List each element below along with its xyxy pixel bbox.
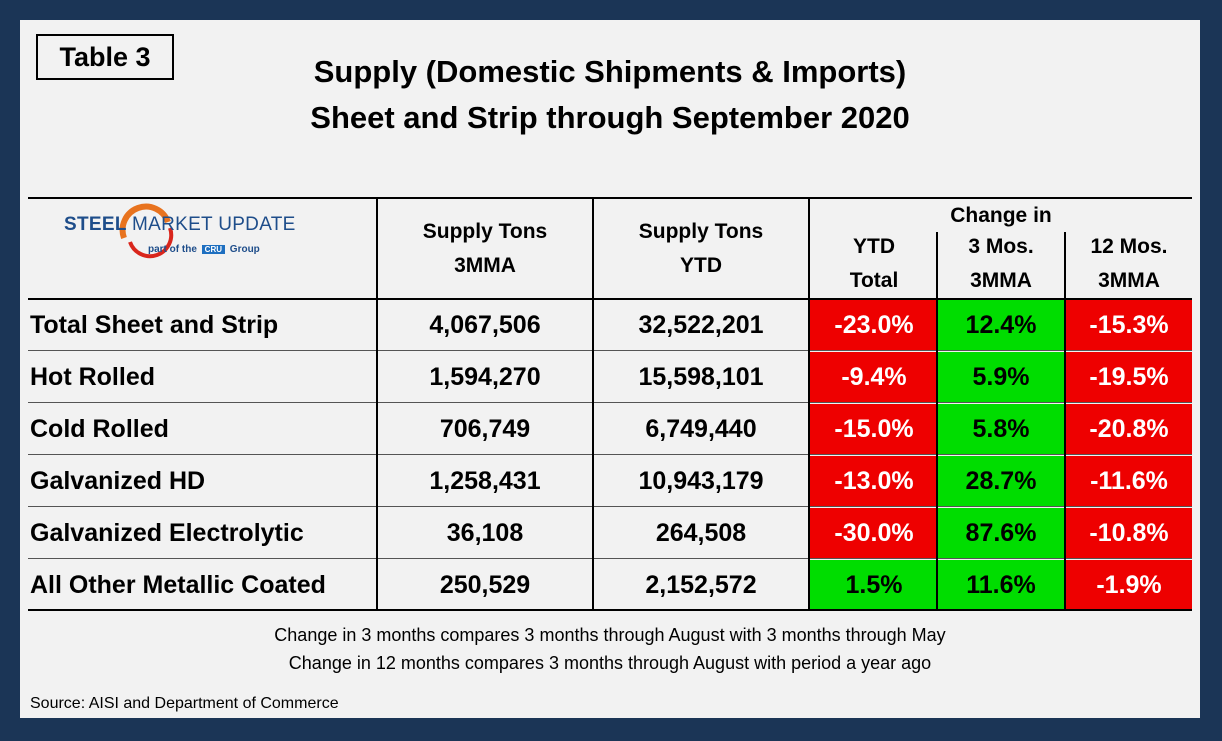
logo-sub-suffix: Group: [229, 244, 260, 255]
header-supply-3mma-line1: Supply Tons: [422, 220, 548, 243]
cell-chg-3mos: 87.6%: [938, 508, 1064, 558]
cell-tons-3mma: 4,067,506: [429, 310, 541, 339]
cell-tons-3mma: 1,594,270: [429, 362, 541, 391]
header-change-in: Change in: [810, 200, 1192, 232]
header-12mos: 12 Mos. 3MMA: [1066, 230, 1192, 298]
table-frame: Table 3 Supply (Domestic Shipments & Imp…: [20, 20, 1200, 718]
header-supply-3mma: Supply Tons 3MMA: [378, 200, 592, 298]
header-12mos-line1: 12 Mos.: [1090, 235, 1168, 258]
cell-chg-12mos: -20.8%: [1066, 404, 1192, 454]
row-label: Total Sheet and Strip: [30, 310, 279, 339]
header-supply-3mma-line2: 3MMA: [454, 254, 516, 277]
header-3mos-line2: 3MMA: [970, 269, 1032, 292]
header-3mos-line1: 3 Mos.: [968, 235, 1034, 258]
table-label: Table 3: [36, 34, 174, 80]
header-12mos-line2: 3MMA: [1098, 269, 1160, 292]
header-ytd-total-line1: YTD: [853, 235, 895, 258]
column-divider: [592, 198, 594, 610]
row-divider: [28, 454, 1192, 455]
cell-tons-3mma: 250,529: [439, 570, 531, 599]
cell-ytd-total: -30.0%: [810, 508, 938, 558]
logo-swoosh-icon: [119, 203, 174, 259]
cell-ytd-total: -15.0%: [810, 404, 938, 454]
cell-tons-ytd: 6,749,440: [645, 414, 757, 443]
logo-tagline: part of the CRU Group: [148, 244, 260, 255]
steel-market-update-logo: STEEL MARKET UPDATE part of the CRU Grou…: [56, 192, 296, 266]
cell-chg-12mos: -1.9%: [1066, 560, 1192, 610]
cell-chg-12mos: -10.8%: [1066, 508, 1192, 558]
cell-chg-12mos: -11.6%: [1066, 456, 1192, 506]
row-label: All Other Metallic Coated: [30, 570, 326, 599]
cell-tons-ytd: 32,522,201: [638, 310, 764, 339]
cell-ytd-total: -23.0%: [810, 300, 938, 350]
logo-sub-prefix: part of the: [148, 244, 197, 255]
cell-ytd-total: 1.5%: [810, 560, 938, 610]
cell-tons-3mma: 706,749: [439, 414, 531, 443]
cell-tons-ytd: 264,508: [655, 518, 747, 547]
table-bottom-border: [28, 609, 1192, 611]
cell-chg-3mos: 12.4%: [938, 300, 1064, 350]
cell-ytd-total: -9.4%: [810, 352, 938, 402]
row-label: Galvanized Electrolytic: [30, 518, 304, 547]
column-divider: [808, 198, 810, 610]
column-divider: [376, 198, 378, 610]
cell-tons-3mma: 36,108: [446, 518, 524, 547]
row-divider: [28, 558, 1192, 559]
header-ytd-total: YTD Total: [810, 230, 938, 298]
column-divider: [936, 232, 938, 610]
cell-tons-ytd: 2,152,572: [645, 570, 757, 599]
cell-chg-12mos: -15.3%: [1066, 300, 1192, 350]
cell-chg-3mos: 5.8%: [938, 404, 1064, 454]
column-divider: [1064, 232, 1066, 610]
cell-tons-ytd: 15,598,101: [638, 362, 764, 391]
logo-brand-bold: STEEL: [64, 214, 127, 235]
cell-chg-3mos: 28.7%: [938, 456, 1064, 506]
row-divider: [28, 506, 1192, 507]
row-divider: [28, 350, 1192, 351]
row-label: Hot Rolled: [30, 362, 155, 391]
cell-chg-12mos: -19.5%: [1066, 352, 1192, 402]
header-supply-ytd-line1: Supply Tons: [638, 220, 764, 243]
footnote-12mos: Change in 12 months compares 3 months th…: [288, 653, 932, 673]
header-divider: [28, 298, 1192, 300]
cell-chg-3mos: 11.6%: [938, 560, 1064, 610]
header-ytd-total-line2: Total: [849, 269, 899, 292]
row-label: Cold Rolled: [30, 414, 169, 443]
cell-chg-3mos: 5.9%: [938, 352, 1064, 402]
header-change-in-text: Change in: [950, 204, 1052, 227]
source-note: Source: AISI and Department of Commerce: [30, 695, 339, 712]
cell-tons-3mma: 1,258,431: [429, 466, 541, 495]
cell-ytd-total: -13.0%: [810, 456, 938, 506]
header-supply-ytd: Supply Tons YTD: [594, 200, 808, 298]
header-supply-ytd-line2: YTD: [680, 254, 722, 277]
cell-tons-ytd: 10,943,179: [638, 466, 764, 495]
logo-wordmark: STEEL MARKET UPDATE: [64, 214, 296, 236]
header-3mos: 3 Mos. 3MMA: [938, 230, 1064, 298]
page-subtitle: Sheet and Strip through September 2020: [310, 100, 910, 135]
page-title: Supply (Domestic Shipments & Imports): [313, 54, 907, 89]
row-divider: [28, 402, 1192, 403]
table-top-border: [28, 197, 1192, 199]
row-label: Galvanized HD: [30, 466, 206, 495]
footnote-3mos: Change in 3 months compares 3 months thr…: [274, 625, 946, 645]
logo-brand-rest: MARKET UPDATE: [131, 214, 296, 235]
logo-cru-badge: CRU: [201, 245, 226, 254]
